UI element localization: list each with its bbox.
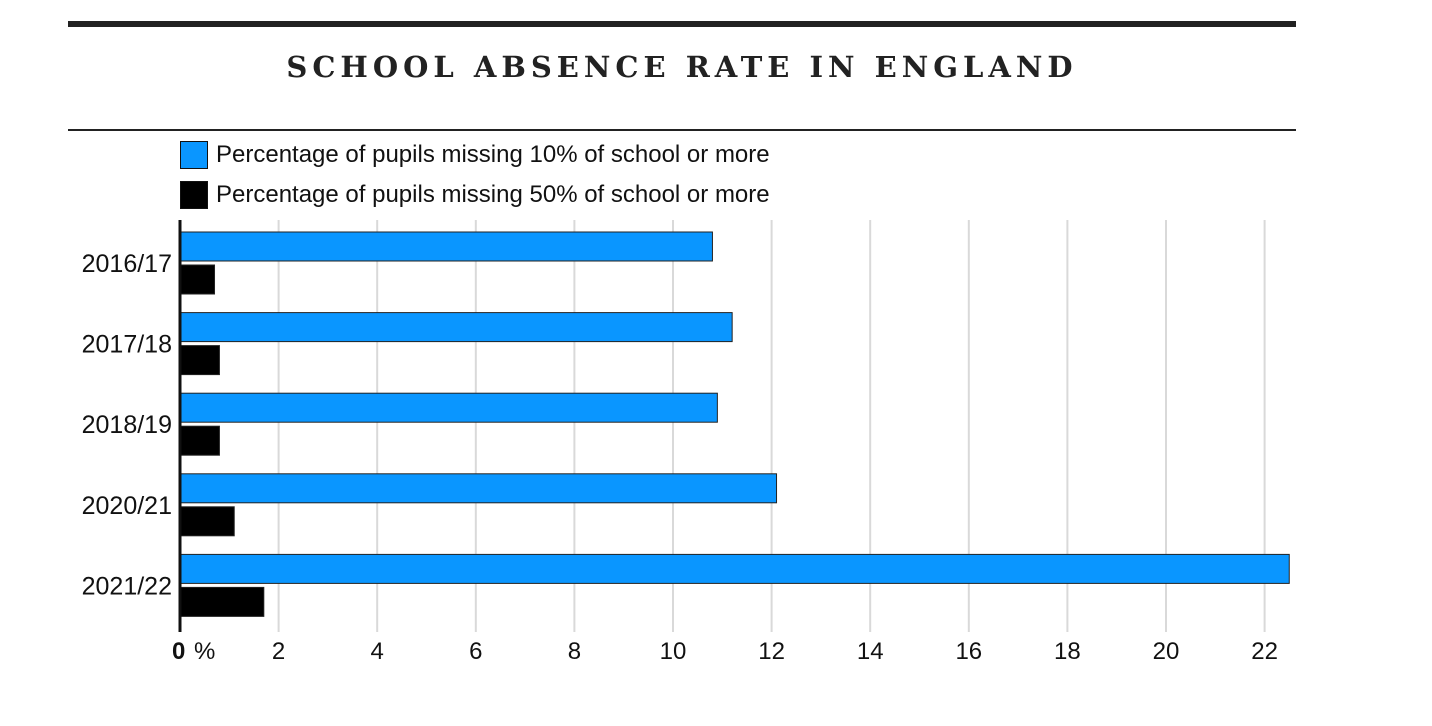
bar-50pct-2017-18 (179, 345, 220, 376)
x-tick-label-16: 16 (955, 638, 982, 665)
title-divider (68, 129, 1296, 131)
top-rule (68, 21, 1296, 27)
category-label-2020-21: 2020/21 (82, 492, 172, 520)
x-axis-unit-label: % (194, 638, 215, 665)
category-label-2016-17: 2016/17 (82, 250, 172, 278)
x-tick-label-0: 0 (172, 638, 185, 665)
bar-10pct-2021-22 (179, 553, 1290, 584)
x-tick-label-18: 18 (1054, 638, 1081, 665)
bar-10pct-2020-21 (179, 473, 778, 504)
bar-50pct-2021-22 (179, 586, 265, 617)
category-label-2018-19: 2018/19 (82, 411, 172, 439)
x-tick-label-2: 2 (272, 638, 285, 665)
legend-item-10pct: Percentage of pupils missing 10% of scho… (180, 136, 770, 174)
legend-label-50pct: Percentage of pupils missing 50% of scho… (216, 181, 770, 208)
legend-label-10pct: Percentage of pupils missing 10% of scho… (216, 141, 770, 168)
bar-50pct-2020-21 (179, 506, 235, 537)
x-tick-label-20: 20 (1153, 638, 1180, 665)
legend-swatch-blue (180, 141, 208, 169)
bar-10pct-2016-17 (179, 231, 713, 262)
x-tick-label-6: 6 (469, 638, 482, 665)
bar-50pct-2018-19 (179, 425, 220, 456)
category-label-2017-18: 2017/18 (82, 331, 172, 359)
legend-swatch-black (180, 181, 208, 209)
category-label-2021-22: 2021/22 (82, 572, 172, 600)
legend-item-50pct: Percentage of pupils missing 50% of scho… (180, 176, 770, 214)
bar-50pct-2016-17 (179, 264, 216, 295)
bar-10pct-2018-19 (179, 392, 718, 423)
x-tick-label-14: 14 (857, 638, 884, 665)
x-tick-label-10: 10 (660, 638, 687, 665)
bar-10pct-2017-18 (179, 312, 733, 343)
legend: Percentage of pupils missing 10% of scho… (180, 136, 770, 216)
x-tick-label-4: 4 (371, 638, 384, 665)
x-tick-label-12: 12 (758, 638, 785, 665)
chart-title: SCHOOL ABSENCE RATE IN ENGLAND (286, 50, 1078, 84)
x-tick-label-22: 22 (1251, 638, 1278, 665)
x-tick-label-8: 8 (568, 638, 581, 665)
